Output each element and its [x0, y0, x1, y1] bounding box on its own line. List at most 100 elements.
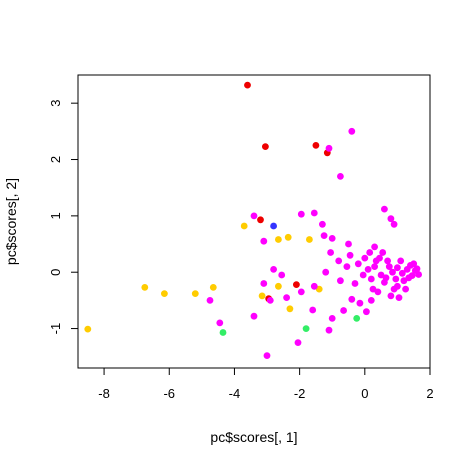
data-point-magenta: [379, 249, 387, 256]
data-point-magenta: [283, 294, 290, 301]
data-point-red: [293, 281, 300, 288]
data-point-magenta: [354, 260, 362, 268]
data-point-magenta: [387, 292, 395, 300]
data-point-magenta: [364, 266, 372, 273]
data-point-magenta: [402, 285, 409, 293]
data-point-magenta: [216, 319, 224, 327]
data-point-green: [353, 315, 361, 322]
data-point-magenta: [382, 274, 390, 282]
data-point-magenta: [415, 271, 422, 278]
data-point-magenta: [297, 210, 305, 218]
y-tick-label: -1: [48, 323, 63, 335]
data-point-magenta: [337, 173, 344, 180]
data-point-magenta: [366, 249, 374, 256]
data-point-red: [244, 81, 251, 89]
data-point-magenta: [337, 277, 344, 285]
x-tick-label: -6: [163, 386, 175, 401]
data-point-red: [312, 142, 320, 149]
data-point-magenta: [343, 263, 351, 270]
data-point-magenta: [322, 268, 330, 276]
data-point-magenta: [260, 237, 268, 245]
x-tick-label: -4: [229, 386, 241, 401]
data-point-magenta: [381, 205, 388, 213]
data-point-magenta: [363, 308, 370, 316]
data-point-magenta: [328, 315, 336, 322]
data-point-magenta: [372, 257, 380, 265]
data-point-magenta: [371, 243, 378, 251]
data-point-magenta: [348, 127, 356, 135]
data-point-magenta: [361, 254, 369, 262]
data-point-magenta: [327, 249, 334, 256]
data-point-magenta: [392, 275, 400, 283]
x-tick-label: 0: [361, 386, 368, 401]
data-point-magenta: [405, 274, 413, 282]
data-point-magenta: [325, 144, 333, 152]
data-point-gold: [84, 325, 92, 333]
data-point-magenta: [367, 275, 375, 283]
data-point-magenta: [384, 257, 391, 265]
data-point-gold: [286, 305, 294, 313]
data-point-magenta: [320, 232, 328, 240]
data-point-magenta: [263, 352, 271, 359]
data-point-magenta: [413, 265, 421, 273]
data-point-magenta: [356, 299, 364, 307]
data-point-magenta: [294, 339, 302, 346]
data-point-gold: [275, 282, 282, 290]
data-point-gold: [306, 236, 313, 243]
data-point-magenta: [348, 295, 356, 303]
x-axis: -8 -6 -4 -2 0 2: [98, 367, 434, 401]
x-tick-label: 2: [426, 386, 433, 401]
data-point-gold: [191, 290, 199, 297]
data-point-magenta: [310, 209, 318, 217]
plot-frame: [77, 74, 431, 369]
data-point-blue: [270, 222, 277, 230]
data-point-magenta: [346, 251, 354, 259]
data-point-gold: [161, 290, 168, 297]
data-point-magenta: [397, 257, 405, 265]
data-point-magenta: [335, 257, 343, 265]
data-point-magenta: [325, 326, 333, 334]
data-point-red: [257, 216, 264, 224]
data-point-magenta: [400, 277, 408, 285]
data-point-magenta: [351, 280, 359, 287]
x-axis-title: pc$scores[, 1]: [210, 429, 297, 445]
data-point-magenta: [297, 288, 305, 296]
data-point-green: [219, 329, 227, 336]
data-point-magenta: [410, 260, 418, 268]
data-point-magenta: [310, 282, 318, 290]
data-point-magenta: [345, 240, 352, 248]
y-axis-title: pc$scores[, 2]: [3, 178, 19, 265]
data-point-red: [262, 143, 269, 151]
data-point-magenta: [359, 271, 367, 279]
data-point-magenta: [260, 280, 268, 287]
data-point-magenta: [394, 264, 401, 272]
y-tick-label: 3: [48, 100, 63, 107]
data-point-green: [302, 325, 310, 332]
x-tick-label: -2: [294, 386, 306, 401]
data-point-magenta: [340, 307, 347, 314]
data-point-magenta: [389, 268, 396, 276]
y-tick-label: 2: [48, 156, 63, 163]
data-point-gold: [209, 284, 217, 291]
data-point-magenta: [398, 269, 406, 277]
data-point-magenta: [250, 312, 258, 320]
data-point-magenta: [250, 212, 258, 220]
data-point-magenta: [390, 220, 398, 228]
y-axis: -1 0 1 2 3: [48, 100, 79, 335]
data-point-gold: [141, 284, 149, 291]
data-point-magenta: [328, 235, 336, 242]
data-point-magenta: [367, 297, 375, 304]
y-tick-label: 1: [48, 212, 63, 219]
data-point-magenta: [206, 297, 214, 304]
data-point-gold: [240, 222, 248, 230]
data-point-magenta: [387, 215, 395, 223]
data-point-magenta: [309, 306, 317, 314]
data-point-magenta: [319, 220, 326, 228]
data-point-gold: [284, 233, 292, 241]
data-point-magenta: [390, 285, 398, 293]
x-tick-label: -8: [98, 386, 110, 401]
data-point-magenta: [270, 266, 277, 273]
data-point-magenta: [278, 271, 286, 279]
data-point-gold: [275, 236, 282, 243]
